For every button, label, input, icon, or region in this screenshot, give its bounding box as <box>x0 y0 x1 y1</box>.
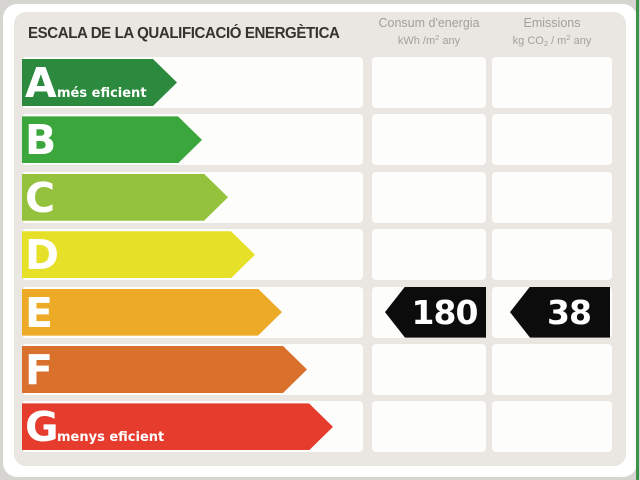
rating-bar-F <box>22 346 307 393</box>
right-border-green <box>636 0 639 480</box>
column-header-emissions: Emissions kg CO2 / m2 any <box>492 16 612 48</box>
consum-cell <box>372 344 486 395</box>
consum-value-arrow: 180 <box>385 286 486 338</box>
column-header-consum: Consum d'energia kWh /m2 any <box>372 16 486 47</box>
emissions-cell <box>492 401 612 453</box>
rating-letter: C <box>25 173 56 222</box>
emissions-value-arrow: 38 <box>510 286 610 338</box>
rating-letter: B <box>25 116 57 165</box>
consum-cell <box>372 229 486 281</box>
emissions-cell <box>492 171 612 223</box>
rating-letter: E <box>25 288 54 337</box>
page-title: ESCALA DE LA QUALIFICACIÓ ENERGÈTICA <box>28 25 340 42</box>
rating-bar-label: més eficient <box>57 86 147 101</box>
consum-column-unit: kWh /m2 any <box>397 33 461 47</box>
consum-cell <box>372 171 486 223</box>
rating-bar-E <box>22 289 282 336</box>
rating-bar-C <box>22 174 228 221</box>
consum-cell <box>372 114 486 166</box>
rating-letter: A <box>25 59 57 107</box>
emissions-cell <box>492 57 612 108</box>
rating-row-D: D <box>14 229 626 281</box>
rating-letter: F <box>25 346 54 394</box>
consum-cell <box>372 57 486 108</box>
rating-row-F: F <box>14 344 626 395</box>
certificate-panel: ESCALA DE LA QUALIFICACIÓ ENERGÈTICA Con… <box>14 12 626 466</box>
emissions-cell <box>492 114 612 166</box>
emissions-cell <box>492 344 612 395</box>
rating-row-B: B <box>14 114 626 166</box>
consum-cell <box>372 401 486 453</box>
rating-bar-D <box>22 231 255 278</box>
emissions-column-title: Emissions <box>523 16 581 30</box>
consum-cell: 180 <box>372 286 486 338</box>
emissions-cell <box>492 229 612 281</box>
rating-bar-A <box>22 59 177 106</box>
rating-bar-label: menys eficient <box>57 430 165 446</box>
rating-letter: D <box>25 231 60 280</box>
emissions-cell: 38 <box>492 286 612 338</box>
rating-bar-B <box>22 116 202 163</box>
emissions-column-unit: kg CO2 / m2 any <box>512 33 592 48</box>
rating-row-E: 180 38 E <box>14 286 626 338</box>
consum-column-title: Consum d'energia <box>378 16 480 30</box>
rating-row-C: C <box>14 171 626 223</box>
rating-bar-G <box>22 403 333 450</box>
rating-letter: G <box>25 403 59 452</box>
